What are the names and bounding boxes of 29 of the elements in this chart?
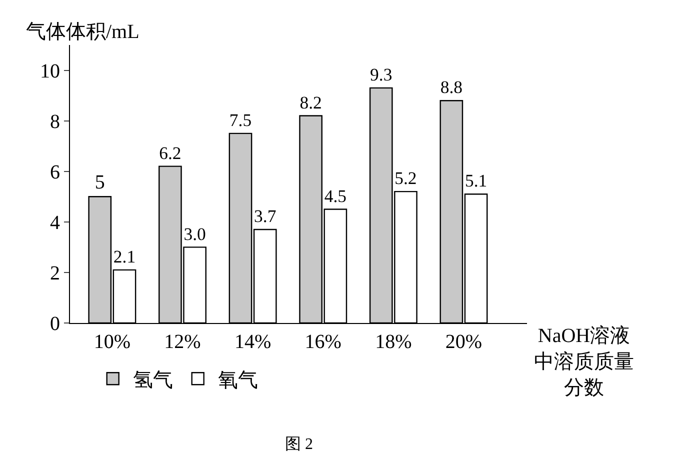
x-axis-title: NaOH溶液中溶质质量分数 bbox=[534, 325, 634, 399]
y-tick-label: 2 bbox=[50, 262, 60, 284]
data-label: 7.5 bbox=[229, 110, 252, 130]
data-label: 3.7 bbox=[254, 206, 276, 226]
x-tick-label: 16% bbox=[304, 331, 342, 353]
x-tick-label: 14% bbox=[234, 331, 272, 353]
data-label: 8.2 bbox=[300, 92, 322, 112]
y-tick-label: 0 bbox=[50, 313, 60, 335]
y-axis-title: 气体体积/mL bbox=[26, 21, 140, 43]
x-tick-label: 12% bbox=[164, 331, 201, 353]
data-label: 6.2 bbox=[159, 142, 182, 163]
legend-label: 氧气 bbox=[218, 369, 258, 392]
data-label: 5.1 bbox=[464, 170, 488, 191]
data-label: 9.3 bbox=[370, 64, 392, 85]
data-label: 8.8 bbox=[440, 77, 463, 98]
y-tick-label: 8 bbox=[50, 110, 60, 133]
y-tick-label: 10 bbox=[40, 60, 60, 82]
data-label: 5.2 bbox=[394, 168, 417, 188]
legend-label: 氢气 bbox=[132, 369, 173, 392]
y-tick-label: 4 bbox=[50, 212, 60, 234]
x-tick-label: 10% bbox=[94, 331, 131, 353]
data-label: 4.5 bbox=[324, 186, 347, 206]
data-label: 3.0 bbox=[184, 224, 206, 244]
data-label: 5 bbox=[94, 172, 105, 194]
caption: 图 2 bbox=[285, 436, 313, 453]
x-tick-label: 20% bbox=[445, 331, 482, 353]
x-tick-label: 18% bbox=[375, 331, 412, 353]
y-tick-label: 6 bbox=[50, 161, 60, 184]
data-label: 2.1 bbox=[113, 246, 136, 266]
